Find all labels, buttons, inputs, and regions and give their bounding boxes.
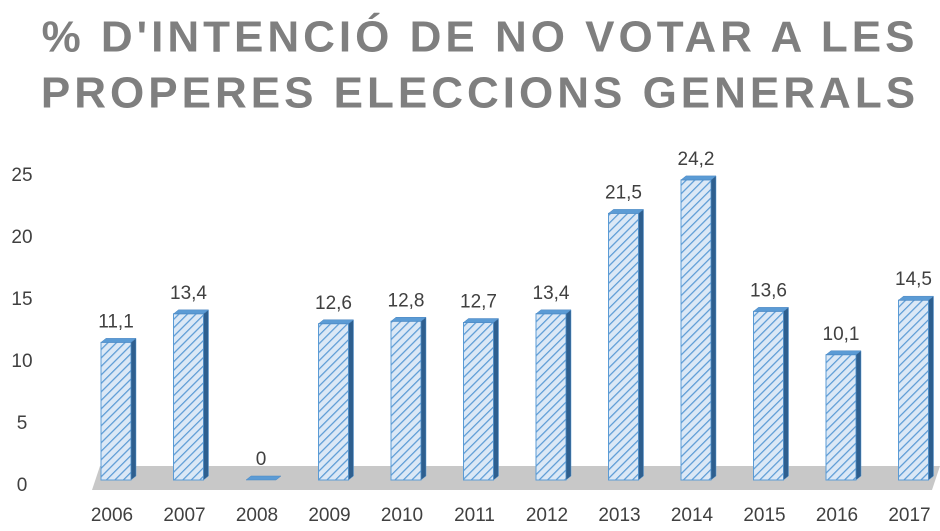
bar-face <box>752 307 790 312</box>
bar-face <box>493 317 499 481</box>
bar-face <box>855 350 862 481</box>
bar <box>897 295 935 481</box>
bar <box>825 350 862 481</box>
bar-face <box>245 475 282 481</box>
x-tick-label: 2007 <box>163 505 205 526</box>
bar-face <box>462 318 500 323</box>
bar <box>535 309 572 481</box>
data-label: 10,1 <box>823 324 860 345</box>
bar-face <box>100 338 137 343</box>
bar-face <box>565 309 572 481</box>
bar-face <box>680 179 712 481</box>
data-label: 11,1 <box>98 311 134 332</box>
bar <box>245 475 282 481</box>
bar <box>752 306 790 481</box>
x-tick-label: 2015 <box>743 505 785 526</box>
bar <box>172 309 210 481</box>
bar-face <box>173 313 204 481</box>
data-label: 0 <box>256 449 267 470</box>
x-tick-label: 2013 <box>598 505 640 526</box>
bar-face <box>420 316 427 481</box>
bar-face <box>897 295 935 301</box>
x-tick-label: 2017 <box>888 505 930 526</box>
y-tick-label: 15 <box>11 289 32 310</box>
x-tick-label: 2006 <box>91 505 133 526</box>
bar-face <box>898 299 929 481</box>
y-tick-label: 0 <box>17 475 28 496</box>
x-tick-label: 2009 <box>308 505 350 526</box>
bar-face <box>607 209 645 214</box>
chart-title: PROPERES ELECCIONS GENERALS <box>41 69 919 118</box>
bar-face <box>608 212 639 481</box>
bar-face <box>638 208 644 481</box>
y-tick-label: 10 <box>11 351 32 372</box>
bar-face <box>130 337 137 481</box>
data-label: 14,5 <box>895 269 932 290</box>
bar-face <box>463 322 494 481</box>
x-tick-label: 2014 <box>671 505 714 526</box>
bar-face <box>825 354 857 481</box>
floor <box>92 466 940 490</box>
x-tick-label: 2008 <box>236 505 278 526</box>
bar-face <box>172 309 210 315</box>
bar-face <box>753 310 784 481</box>
bar <box>390 316 427 481</box>
y-tick-label: 25 <box>11 165 32 186</box>
data-label: 12,6 <box>315 293 352 314</box>
x-tick-label: 2010 <box>381 505 423 526</box>
x-tick-label: 2016 <box>816 505 858 526</box>
x-tick-label: 2011 <box>454 505 495 526</box>
data-label: 12,7 <box>460 292 497 313</box>
data-label: 13,6 <box>750 280 787 301</box>
bar-face <box>783 306 789 481</box>
bar-face <box>680 175 717 181</box>
bar-face <box>317 319 355 325</box>
bar <box>100 337 137 481</box>
data-label: 12,8 <box>388 290 425 311</box>
bar-face <box>348 319 354 481</box>
data-label: 21,5 <box>605 182 642 203</box>
bar <box>317 319 355 481</box>
bar-face <box>390 320 422 481</box>
data-label: 13,4 <box>533 283 570 304</box>
data-label: 13,4 <box>170 283 207 304</box>
bar <box>680 175 717 481</box>
bar-face <box>535 309 572 315</box>
bar-face <box>710 175 717 481</box>
bar-face <box>100 341 132 481</box>
bar-face <box>535 313 567 481</box>
bar-face <box>203 309 209 481</box>
bar <box>462 317 500 481</box>
bar-face <box>825 350 862 356</box>
data-label: 24,2 <box>678 149 715 170</box>
y-tick-label: 5 <box>17 413 28 434</box>
x-tick-label: 2012 <box>526 505 568 526</box>
bar-face <box>928 295 934 481</box>
bar <box>607 208 645 481</box>
bar-face <box>318 323 349 481</box>
bar-face <box>390 317 427 322</box>
chart-title: % D'INTENCIÓ DE NO VOTAR A LES <box>42 12 919 62</box>
y-tick-label: 20 <box>11 227 32 248</box>
